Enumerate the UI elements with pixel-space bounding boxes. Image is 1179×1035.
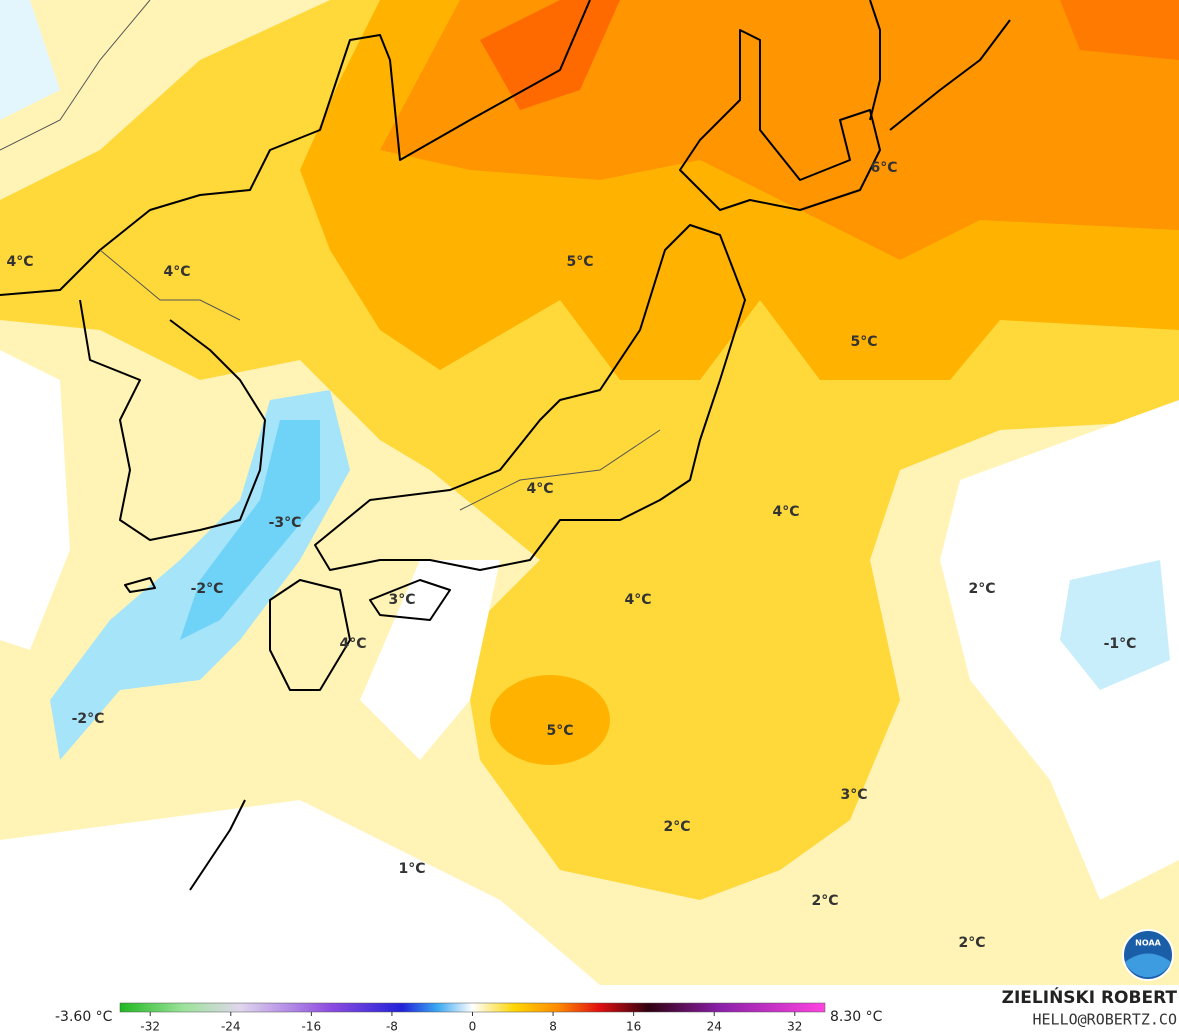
colorbar-tick-label: 24 [707,1020,722,1034]
colorbar-ramp [119,1002,826,1013]
temp-label: 4°C [163,264,190,280]
colorbar-tick-label: 8 [549,1020,557,1034]
credit-author: ZIELIŃSKI ROBERT [1002,986,1178,1008]
colorbar-max: 8.30 °C [830,1009,883,1025]
temp-label: 4°C [772,504,799,520]
temp-label: 4°C [624,592,651,608]
colorbar-tick-label: -16 [302,1020,322,1034]
temp-label: 4°C [339,636,366,652]
credit-contact: HELLO@ROBERTZ.CO [1033,1011,1178,1029]
temp-label: 3°C [840,787,867,803]
temp-label: 1°C [398,861,425,877]
coastlines [0,0,1011,891]
temp-label: 5°C [850,334,877,350]
temp-label: 6°C [870,160,897,176]
colorbar-tick-label: -8 [386,1020,398,1034]
temp-label: 2°C [663,819,690,835]
colorbar-tick-label: -24 [221,1020,241,1034]
logo-text: NOAA [1135,939,1161,948]
colorbar-min: -3.60 °C [55,1009,113,1025]
temp-label: -2°C [72,711,105,727]
colorbar-tick-label: 32 [787,1020,802,1034]
temp-label: 5°C [566,254,593,270]
temp-label: 2°C [958,935,985,951]
colorbar: -3.60 °C 8.30 °C -32 -24 -16 -8 0 8 16 24 32 [55,1002,883,1034]
temp-label: -1°C [1104,636,1137,652]
temp-label: -2°C [191,581,224,597]
temp-label: 4°C [526,481,553,497]
borders [0,0,661,511]
temp-label: 2°C [968,581,995,597]
noaa-logo: NOAA [1122,929,1174,981]
colorbar-tick-label: -32 [140,1020,160,1034]
colorbar-tick-label: 16 [626,1020,641,1034]
temp-label: 2°C [811,893,838,909]
temp-label: 4°C [6,254,33,270]
temp-label: 5°C [546,723,573,739]
map-labels: 4°C 4°C 5°C 6°C 5°C 4°C 4°C -3°C -2°C 3°C 4°C 2°C -1… [6,160,1136,951]
map-fill [0,0,1179,985]
colorbar-tick-label: 0 [469,1020,477,1034]
temp-label: -3°C [269,515,302,531]
temp-label: 3°C [388,592,415,608]
